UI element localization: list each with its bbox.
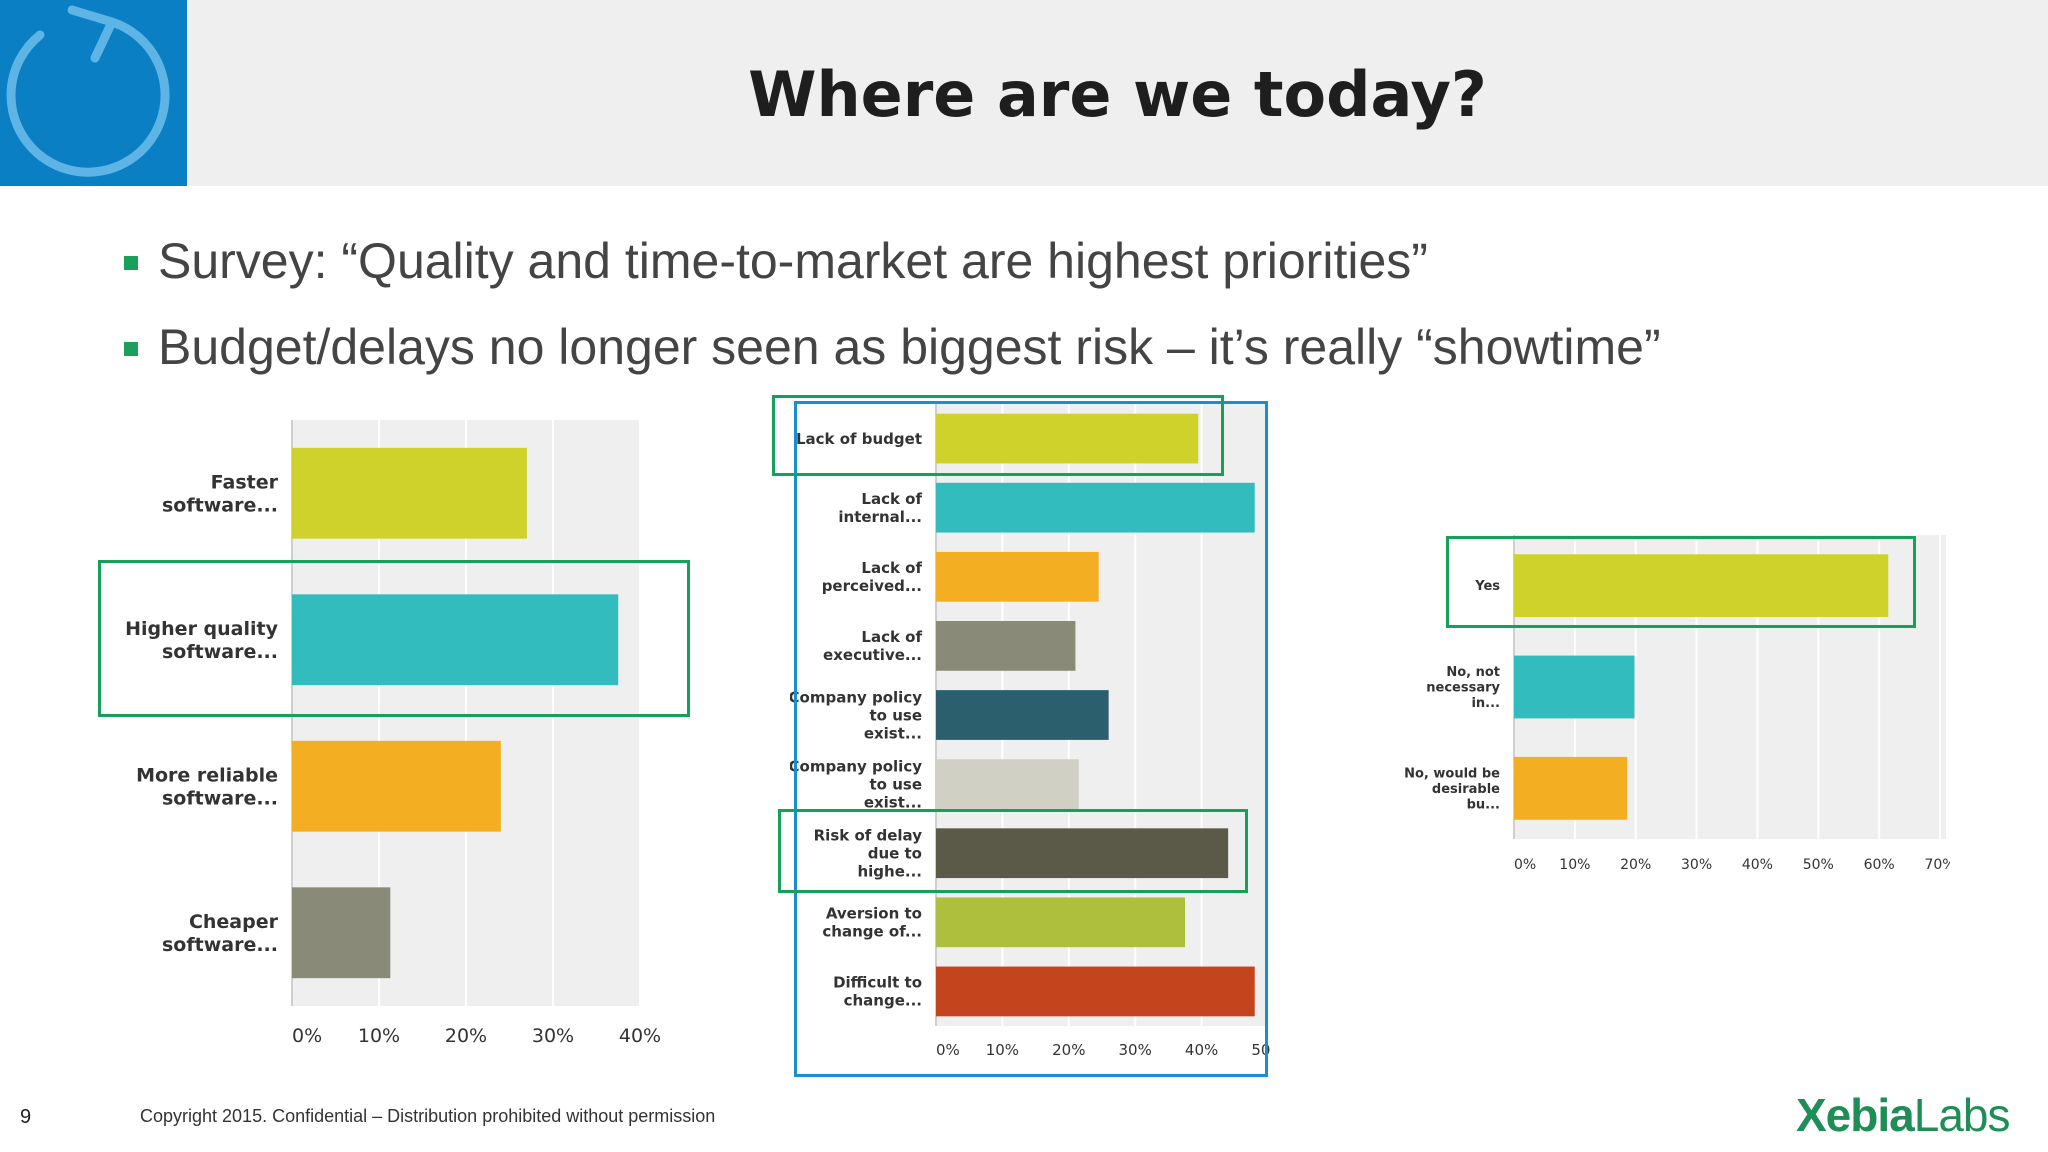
copyright-text: Copyright 2015. Confidential – Distribut… [140,1106,716,1126]
brand-bold: Xebia [1796,1089,1915,1141]
category-label: to use [870,706,922,724]
category-label: internal... [838,508,922,526]
tick-label: 0% [292,1025,322,1047]
bullet-text: Budget/delays no longer seen as biggest … [158,319,1661,375]
bullet-list: Survey: “Quality and time-to-market are … [120,230,1661,402]
tick-label: 20% [1052,1041,1085,1059]
category-label: Company policy [790,688,922,706]
category-label: perceived... [822,577,922,595]
category-label: bu... [1467,797,1500,812]
category-label: Lack of [861,628,922,646]
bullet-text: Survey: “Quality and time-to-market are … [158,233,1428,289]
refresh-icon [6,5,170,177]
highlight-box-budget [772,395,1224,476]
tick-label: 40% [619,1025,660,1047]
tick-label: 10% [1559,857,1590,873]
category-label: change of... [822,923,922,941]
bar [936,413,1199,464]
bar [936,966,1255,1017]
highlight-box-quality [98,560,690,717]
category-label: Risk of delay [814,826,923,844]
category-label: exist... [864,793,922,811]
bullet-square-icon [124,342,138,356]
category-label: No, would be [1404,766,1500,781]
tick-label: 50% [1803,857,1834,873]
bullet-item: Survey: “Quality and time-to-market are … [120,230,1661,316]
bar [936,759,1079,809]
category-label: due to [868,844,922,862]
category-label: in... [1471,696,1500,711]
header-band: Where are we today? [0,0,2048,186]
tick-label: 20% [445,1025,487,1047]
bar [936,690,1109,740]
category-label: Aversion to [826,905,922,923]
bar [292,740,501,832]
category-label: More reliable [136,765,278,787]
bar [292,447,527,539]
tick-label: 70% [1924,857,1950,873]
tick-label: 0% [936,1041,960,1059]
category-label: change... [844,992,922,1010]
bar [936,897,1185,948]
bullet-item: Budget/delays no longer seen as biggest … [120,316,1661,402]
chart-priorities: 0% 10% 20% 30% 40% Faster software... Higher qu… [120,418,660,1058]
category-label: Yes [1474,579,1500,594]
bar [1514,655,1635,719]
tick-label: 20% [1620,857,1651,873]
tick-label: 10% [358,1025,400,1047]
bar [936,828,1229,879]
category-label: Difficult to [833,974,922,992]
bar [936,551,1099,602]
chart-yes-no: 0% 10% 20% 30% 40% 50% 60% 70% Yes No, notnecessa… [1380,533,1950,873]
highlight-box-risk-chart [794,401,1268,1077]
bullet-square-icon [124,256,138,270]
category-label: Cheaper [189,911,279,933]
category-label: software... [162,494,278,516]
category-label: exist... [864,724,922,742]
category-label: highe... [857,862,922,880]
tick-label: 40% [1742,857,1773,873]
brand-light: Labs [1913,1089,2011,1141]
category-label: Lack of budget [796,430,922,448]
bar [292,594,619,686]
brand-logo: XebiaLabs [1796,1088,2011,1142]
tick-label: 30% [1119,1041,1152,1059]
tick-label: 30% [532,1025,574,1047]
category-label: to use [870,775,922,793]
tick-label: 0% [1514,857,1536,873]
category-label: Company policy [790,757,922,775]
category-label: desirable [1432,782,1500,797]
bar [936,621,1076,671]
page-number: 9 [20,1106,32,1128]
category-label: executive... [823,646,922,664]
category-label: Higher quality [125,618,278,640]
highlight-box-delay [778,809,1248,893]
category-label: software... [162,934,278,956]
category-label: Lack of [861,559,922,577]
logo [0,0,187,186]
tick-label: 30% [1681,857,1712,873]
category-label: software... [162,787,278,809]
category-label: necessary [1426,681,1500,696]
category-label: software... [162,641,278,663]
page-title: Where are we today? [748,58,1487,131]
highlight-box-yes [1446,536,1916,628]
bar [936,482,1255,533]
chart-svg: 0% 10% 20% 30% 40% 50% 60% 70% Yes No, notnecessa… [1404,535,1950,873]
tick-label: 40% [1185,1041,1218,1059]
category-label: Faster [211,472,279,494]
tick-label: 10% [986,1041,1019,1059]
bar [1514,756,1628,820]
category-label: No, not [1446,665,1500,680]
bar [1514,554,1889,618]
tick-label: 60% [1864,857,1895,873]
category-label: Lack of [861,490,922,508]
bar [292,887,391,979]
